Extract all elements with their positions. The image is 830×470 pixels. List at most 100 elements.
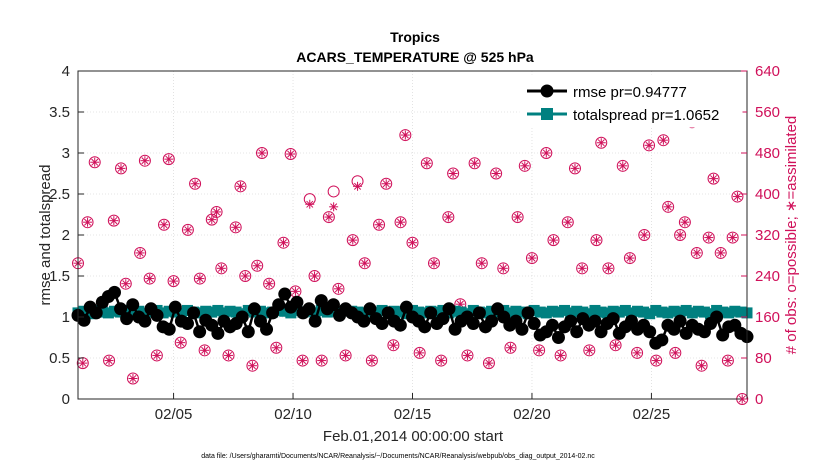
obs-possible-marker	[561, 216, 574, 229]
asterisk-stroke	[117, 164, 125, 172]
obs-possible-marker	[497, 262, 510, 275]
obs-possible-marker	[229, 221, 242, 234]
obs-assimilated-marker	[367, 356, 377, 366]
obs-possible-marker	[631, 346, 644, 359]
asterisk-stroke	[306, 200, 314, 208]
rmse-point	[710, 310, 724, 324]
totalspread-point	[656, 306, 668, 318]
obs-possible-marker	[284, 148, 297, 161]
obs-assimilated-marker	[692, 248, 702, 258]
obs-possible-marker	[167, 275, 180, 288]
totalspread-point	[595, 306, 607, 318]
rmse-point	[272, 298, 286, 312]
right-tick-label: 240	[755, 268, 780, 285]
right-tick-label: 480	[755, 145, 780, 162]
totalspread-point	[577, 306, 589, 318]
totalspread-point	[163, 305, 175, 317]
right-tick-label: 560	[755, 104, 780, 121]
obs-count-markers	[72, 116, 749, 405]
obs-assimilated-marker	[360, 258, 370, 268]
obs-assimilated-marker	[200, 345, 210, 355]
x-axis-label: Feb.01,2014 00:00:00 start	[323, 428, 504, 445]
asterisk-stroke	[208, 216, 216, 224]
rmse-point	[521, 306, 535, 320]
asterisk-stroke	[217, 264, 225, 272]
totalspread-point	[619, 304, 631, 316]
totalspread-point	[571, 305, 583, 317]
rmse-point	[211, 326, 225, 340]
totalspread-point	[692, 305, 704, 317]
asterisk-stroke	[633, 349, 641, 357]
rmse-point	[357, 314, 371, 328]
obs-possible-marker	[413, 346, 426, 359]
obs-possible-marker	[726, 231, 739, 244]
obs-possible-marker	[346, 234, 359, 247]
rmse-point	[375, 317, 389, 331]
rmse-point	[235, 310, 249, 324]
obs-assimilated-marker	[78, 358, 88, 368]
obs-possible-marker	[134, 246, 147, 259]
obs-assimilated-marker	[429, 258, 439, 268]
rmse-point	[126, 298, 140, 312]
obs-possible-marker	[339, 349, 352, 362]
totalspread-point	[206, 306, 218, 318]
obs-assimilated-marker	[252, 261, 262, 271]
obs-assimilated-marker	[374, 220, 384, 230]
totalspread-point	[467, 304, 479, 316]
asterisk-stroke	[310, 272, 319, 280]
obs-assimilated-marker	[716, 248, 726, 258]
obs-assimilated-marker	[663, 202, 673, 212]
obs-assimilated-marker	[145, 274, 155, 284]
obs-possible-marker	[590, 234, 603, 247]
obs-assimilated-marker	[591, 235, 601, 245]
x-tick-label: 02/05	[155, 406, 193, 423]
obs-assimilated-marker	[541, 148, 551, 158]
obs-possible-marker	[468, 157, 481, 170]
asterisk-stroke	[389, 341, 397, 349]
asterisk-stroke	[652, 357, 660, 365]
obs-assimilated-marker	[152, 350, 162, 360]
asterisk-stroke	[146, 275, 154, 283]
obs-possible-marker	[518, 159, 531, 172]
rmse-point	[260, 322, 274, 336]
obs-assimilated-marker	[732, 192, 742, 202]
totalspread-point	[157, 307, 169, 319]
asterisk-stroke	[585, 346, 593, 354]
totalspread-point	[625, 307, 637, 319]
rmse-point	[138, 314, 152, 328]
obs-possible-marker	[373, 218, 386, 231]
totalspread-point	[559, 304, 571, 316]
asterisk-stroke	[612, 341, 620, 349]
totalspread-point	[552, 306, 564, 318]
x-tick-label: 02/10	[274, 406, 312, 423]
left-axis-ticks: 0 0.5 1 1.5 2 2.5 3 3.5 4	[49, 63, 84, 408]
obs-possible-marker	[678, 216, 691, 229]
totalspread-point	[674, 306, 686, 318]
totalspread-point	[680, 304, 692, 316]
obs-possible-marker	[435, 354, 448, 367]
totalspread-point	[510, 305, 522, 317]
obs-assimilated-marker	[235, 181, 245, 191]
obs-assimilated-marker	[183, 225, 193, 235]
obs-assimilated-marker	[169, 276, 179, 286]
asterisk-stroke	[299, 357, 307, 365]
totalspread-point	[413, 306, 425, 318]
chart-title: Tropics	[390, 29, 440, 45]
rmse-point	[606, 312, 620, 326]
left-tick-label: 3.5	[49, 104, 70, 121]
obs-assimilated-marker	[548, 235, 558, 245]
obs-assimilated-marker	[651, 356, 661, 366]
obs-possible-marker	[246, 359, 259, 372]
rmse-point	[564, 314, 578, 328]
totalspread-point	[632, 305, 644, 317]
obs-possible-marker	[482, 357, 495, 370]
totalspread-point	[546, 305, 558, 317]
obs-possible-marker	[583, 344, 596, 357]
totalspread-point	[686, 307, 698, 319]
asterisk-stroke	[724, 357, 732, 365]
totalspread-point	[200, 305, 212, 317]
legend-spread-marker	[541, 108, 553, 120]
obs-possible-marker	[115, 162, 128, 175]
rmse-point	[363, 302, 377, 316]
right-tick-label: 400	[755, 186, 780, 203]
